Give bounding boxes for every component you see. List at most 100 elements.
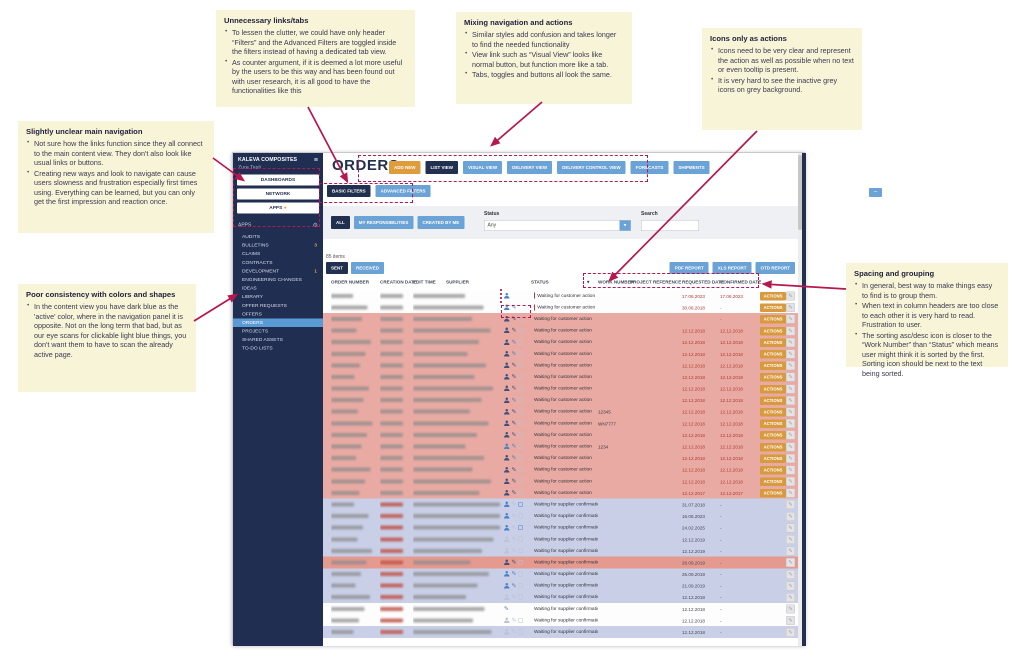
edit-pencil-icon[interactable]: ✎	[786, 558, 795, 568]
actions-button[interactable]: ACTIONS	[760, 303, 786, 313]
table-row[interactable]: ✎ Waiting for supplier confirmation 21.09.…	[323, 579, 798, 592]
sidebar-item-bulletins[interactable]: BULLETINS 3	[242, 242, 317, 249]
view-button-forecasts[interactable]: FORECASTS	[630, 161, 669, 174]
table-row[interactable]: ✎ Waiting for supplier confirmation 12.12.…	[323, 533, 798, 546]
table-row[interactable]: ✎ Waiting for customer action 12.12.2018 12…	[323, 371, 798, 383]
table-row[interactable]: ✎ Waiting for supplier confirmation 12.12.…	[323, 603, 798, 615]
view-button-list-view[interactable]: LIST VIEW	[425, 161, 458, 174]
user-icon[interactable]	[504, 362, 510, 368]
document-icon[interactable]	[518, 397, 523, 403]
report-button-otd-report[interactable]: OTD REPORT	[755, 262, 795, 274]
actions-button[interactable]: ACTIONS	[760, 326, 786, 336]
sidebar-item-contracts[interactable]: CONTRACTS	[242, 259, 273, 266]
table-row[interactable]: ✎ Waiting for supplier confirmation 24.02.…	[323, 521, 798, 534]
pencil-icon[interactable]: ✎	[511, 535, 517, 543]
edit-pencil-icon[interactable]: ✎	[786, 419, 795, 429]
sort-icon[interactable]: ▼	[586, 279, 591, 285]
user-icon[interactable]	[504, 501, 510, 508]
document-icon[interactable]	[518, 327, 523, 333]
pencil-icon[interactable]: ✎	[511, 338, 517, 346]
sidebar-nav-apps[interactable]: APPS ●	[237, 202, 319, 214]
column-header-work-number[interactable]: WORK NUMBER	[598, 279, 634, 285]
edit-pencil-icon[interactable]: ✎	[786, 569, 795, 579]
user-icon[interactable]	[504, 559, 510, 566]
document-icon[interactable]	[518, 548, 523, 554]
document-icon[interactable]	[518, 536, 523, 542]
document-icon[interactable]	[518, 478, 523, 484]
edit-pencil-icon[interactable]: ✎	[786, 546, 795, 556]
document-icon[interactable]	[518, 571, 523, 577]
report-button-pdf-report[interactable]: PDF REPORT	[669, 262, 709, 274]
filter-tab-all[interactable]: ALL	[331, 216, 350, 229]
user-icon[interactable]	[504, 385, 510, 392]
document-icon[interactable]	[518, 467, 523, 473]
document-icon[interactable]	[518, 374, 523, 380]
document-icon[interactable]	[518, 513, 523, 519]
user-icon[interactable]	[504, 617, 510, 624]
actions-button[interactable]: ACTIONS	[760, 465, 786, 475]
table-row[interactable]: ✎ Waiting for supplier confirmation 31.07.…	[323, 498, 798, 511]
table-row[interactable]: ✎ Waiting for customer action 12345 12.12.2…	[323, 405, 798, 418]
document-icon[interactable]	[518, 559, 523, 565]
pencil-icon[interactable]: ✎	[511, 384, 517, 392]
edit-pencil-icon[interactable]: ✎	[786, 535, 795, 545]
user-icon[interactable]	[504, 304, 510, 311]
scrollbar-thumb[interactable]	[798, 155, 802, 230]
user-icon[interactable]	[504, 582, 510, 589]
report-button-xls-report[interactable]: XLS REPORT	[712, 262, 752, 274]
user-icon[interactable]	[504, 455, 510, 461]
pencil-icon[interactable]: ✎	[511, 326, 517, 334]
sidebar-item-ideas[interactable]: IDEAS	[242, 285, 257, 292]
actions-button[interactable]: ACTIONS	[760, 315, 786, 324]
document-icon[interactable]	[518, 490, 523, 496]
sidebar-item-orders[interactable]: ORDERS	[233, 318, 323, 328]
document-icon[interactable]	[518, 362, 523, 368]
sidebar-item-to-do-lists[interactable]: TO-DO LISTS	[242, 345, 273, 352]
document-icon[interactable]	[518, 432, 523, 438]
document-icon[interactable]	[518, 385, 523, 391]
pencil-icon[interactable]: ✎	[511, 465, 517, 473]
table-row[interactable]: ✎ Waiting for supplier confirmation 12.12.…	[323, 591, 798, 604]
table-row[interactable]: ✎ Waiting for supplier confirmation 12.12.…	[323, 545, 798, 557]
document-icon[interactable]	[518, 525, 523, 531]
table-row[interactable]: ✎ Waiting for customer action WN7777 12.12.…	[323, 417, 798, 430]
column-header-confirmed-date[interactable]: CONFIRMED DATE	[720, 279, 762, 285]
user-icon[interactable]	[504, 547, 510, 554]
status-select[interactable]: Any ▾	[484, 220, 631, 231]
sidebar-item-offer-requests[interactable]: OFFER REQUESTS	[242, 302, 287, 309]
sidebar-nav-dashboards[interactable]: DASHBOARDS	[237, 174, 319, 186]
edit-pencil-icon[interactable]: ✎	[786, 500, 795, 510]
table-row[interactable]: ✎ Waiting for customer action 12.12.2018 12…	[323, 429, 798, 441]
edit-pencil-icon[interactable]: ✎	[786, 616, 795, 626]
column-header-status[interactable]: STATUS	[531, 279, 549, 285]
pencil-icon[interactable]: ✎	[511, 616, 517, 624]
actions-button[interactable]: ACTIONS	[760, 338, 786, 347]
actions-button[interactable]: ACTIONS	[760, 454, 786, 463]
pencil-icon[interactable]: ✎	[511, 349, 517, 357]
table-row[interactable]: ✎ Waiting for customer action - ACTIONS ✎	[323, 313, 798, 325]
document-icon[interactable]	[518, 409, 523, 415]
user-icon[interactable]	[504, 443, 510, 450]
table-row[interactable]: ✎ Waiting for customer action 12.12.2018 12…	[323, 382, 798, 395]
pencil-icon[interactable]: ✎	[511, 628, 517, 636]
filter-tab-my-responsibilities[interactable]: MY RESPONSIBILITIES	[353, 216, 414, 229]
actions-button[interactable]: ACTIONS	[760, 407, 786, 417]
sidebar-item-projects[interactable]: PROJECTS	[242, 328, 269, 335]
edit-pencil-icon[interactable]: ✎	[786, 395, 795, 405]
table-row[interactable]: ✎ Waiting for supplier confirmation 16.06.…	[323, 510, 798, 522]
table-row[interactable]: ✎ Waiting for customer action 12.12.2018 12…	[323, 347, 798, 360]
sidebar-item-shared-assets[interactable]: SHARED ASSETS	[242, 337, 283, 343]
edit-pencil-icon[interactable]: ✎	[786, 488, 795, 498]
edit-pencil-icon[interactable]: ✎	[786, 604, 795, 614]
edit-pencil-icon[interactable]: ✎	[786, 465, 795, 475]
pencil-icon[interactable]: ✎	[511, 407, 517, 415]
sidebar-nav-network[interactable]: NETWORK	[237, 188, 319, 200]
edit-pencil-icon[interactable]: ✎	[786, 407, 795, 417]
pencil-icon[interactable]: ✎	[511, 361, 517, 369]
table-row[interactable]: ✎ Waiting for customer action 12.12.2018 12…	[323, 475, 798, 488]
search-input[interactable]	[641, 220, 699, 231]
user-icon[interactable]	[504, 490, 510, 496]
view-button-delivery-view[interactable]: DELIVERY VIEW	[507, 161, 553, 174]
document-icon[interactable]	[518, 617, 523, 623]
table-row[interactable]: ✎ Waiting for customer action 12.12.2017 12…	[323, 487, 798, 499]
